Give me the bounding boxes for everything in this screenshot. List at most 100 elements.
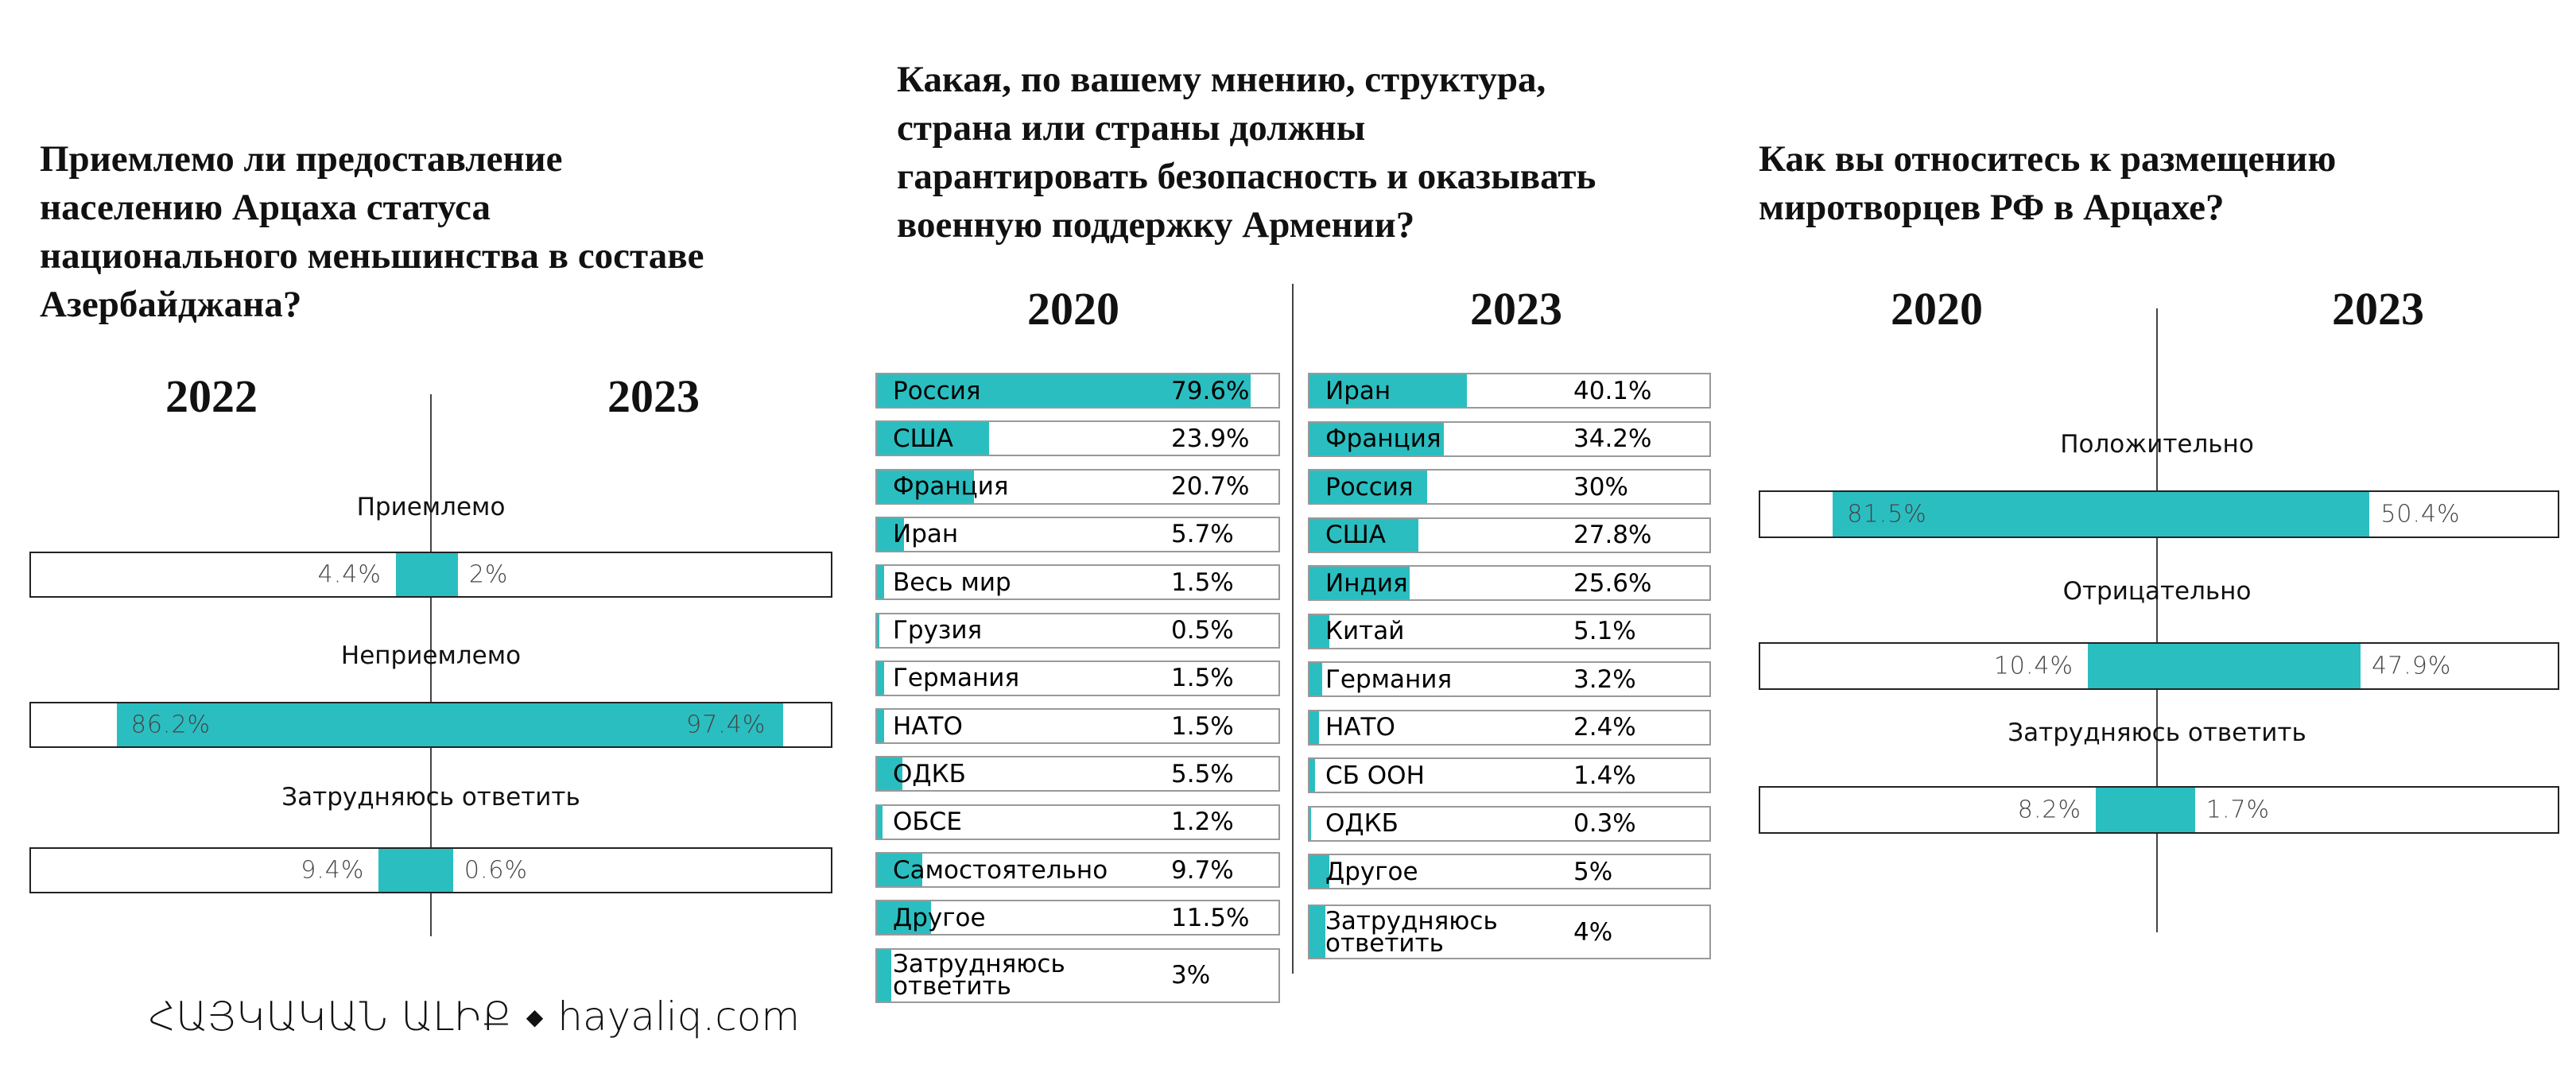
value-label: 1.5%	[1171, 567, 1234, 597]
bar-fill	[877, 374, 1251, 407]
bar-row: ОДКБ 0.3%	[1308, 805, 1711, 842]
value-label: 5.7%	[1171, 520, 1234, 549]
chart-title-line: населению Арцаха статуса	[40, 187, 491, 228]
bar-fill	[1309, 374, 1467, 407]
year-label: 2023	[607, 370, 700, 422]
bar-left	[116, 703, 431, 746]
bar-row: Затрудняюсь ответить 3%	[875, 947, 1280, 1003]
category-label: Неприемлемо	[340, 641, 522, 670]
value-label: 79.6%	[1171, 376, 1250, 405]
bar-fill	[1309, 663, 1322, 695]
bar-fill	[877, 517, 904, 551]
category-label: Затрудняюсь ответить	[1325, 906, 1498, 958]
year-label: 2023	[1470, 283, 1562, 335]
chart-title-line: Какая, по вашему мнению, структура,	[897, 59, 1546, 100]
bar-track: 4.4% 2%	[29, 552, 832, 598]
bar-fill	[877, 661, 884, 695]
footer-logo: ՀԱՅԿԱԿԱՆ ԱԼԻՔ ◆ hayaliq.com	[149, 994, 800, 1040]
category-label: ОДКБ	[1325, 809, 1399, 838]
bar-fill	[1309, 855, 1329, 888]
value-label-left: 9.4%	[301, 856, 365, 885]
category-label: Россия	[1325, 472, 1414, 502]
value-label-left: 86.2%	[130, 711, 211, 739]
value-label: 3%	[1171, 961, 1211, 990]
bar-fill	[877, 470, 975, 503]
chart-title-line: национального меньшинства в составе	[40, 235, 704, 277]
value-label-right: 2%	[468, 560, 509, 589]
category-label: Затрудняюсь ответить	[893, 950, 1065, 1001]
bar-fill	[877, 566, 884, 599]
value-label: 1.5%	[1171, 711, 1234, 741]
bar-track: 9.4% 0.6%	[29, 847, 832, 893]
bar-right	[2157, 492, 2370, 536]
bar-row: НАТО 2.4%	[1308, 709, 1711, 746]
value-label: 0.3%	[1573, 809, 1636, 838]
value-label: 5.1%	[1573, 617, 1636, 645]
bar-row: Затрудняюсь ответить 4%	[1308, 904, 1711, 959]
bar-fill	[1309, 759, 1315, 792]
bar-right	[431, 849, 453, 892]
category-label: Китай	[1325, 617, 1405, 645]
category-label: Франция	[893, 472, 1009, 502]
year-label: 2023	[2332, 283, 2424, 335]
value-label-left: 8.2%	[2017, 796, 2081, 824]
value-label: 1.2%	[1171, 808, 1234, 837]
chart-title-line: Азербайджана?	[40, 284, 302, 325]
bar-fill	[1309, 807, 1311, 840]
value-label: 1.4%	[1573, 761, 1636, 790]
category-label: НАТО	[1325, 713, 1395, 742]
bar-fill	[877, 805, 883, 839]
site-url[interactable]: hayaliq.com	[557, 994, 801, 1040]
category-label: Другое	[1325, 857, 1418, 886]
bar-row: Иран 40.1%	[1308, 373, 1711, 409]
bar-row: Другое 5%	[1308, 854, 1711, 889]
bar-row: Другое 11.5%	[875, 900, 1280, 936]
bar-left	[395, 553, 431, 596]
bar-row: Россия 79.6%	[875, 373, 1280, 409]
bar-fill	[877, 710, 884, 743]
value-label: 2.4%	[1573, 713, 1636, 742]
panel-divider-line	[1292, 284, 1294, 974]
category-label: Положительно	[2060, 430, 2254, 459]
diamond-separator-icon: ◆	[526, 1003, 544, 1030]
value-label: 11.5%	[1171, 903, 1250, 932]
category-label: США	[893, 424, 954, 453]
bar-fill	[1309, 422, 1444, 455]
value-label: 30%	[1573, 472, 1628, 502]
value-label-left: 10.4%	[1993, 652, 2074, 680]
value-label: 0.5%	[1171, 616, 1234, 645]
bar-row: Самостоятельно 9.7%	[875, 852, 1280, 888]
category-label: Грузия	[893, 616, 983, 645]
bar-row: Франция 20.7%	[875, 468, 1280, 505]
category-label: Отрицательно	[2062, 577, 2252, 606]
category-label: СБ ООН	[1325, 761, 1425, 790]
bar-fill	[877, 949, 891, 1001]
bar-fill	[877, 854, 923, 886]
value-label: 3.2%	[1573, 664, 1636, 694]
category-label: Затрудняюсь ответить	[281, 783, 580, 812]
chart-title: Приемлемо ли предоставление населению Арц…	[40, 135, 704, 329]
bar-left	[2095, 788, 2157, 832]
bar-right	[2157, 788, 2195, 832]
value-label: 23.9%	[1171, 424, 1250, 453]
value-label: 9.7%	[1171, 855, 1234, 885]
bar-fill	[877, 614, 879, 647]
bar-left	[378, 849, 431, 892]
bar-fill	[1309, 906, 1325, 958]
bar-row: Китай 5.1%	[1308, 613, 1711, 649]
chart-title-line: гарантировать безопасность и оказывать	[897, 156, 1596, 197]
bar-row: США 23.9%	[875, 420, 1280, 457]
value-label: 5.5%	[1171, 759, 1234, 788]
bar-row: Весь мир 1.5%	[875, 564, 1280, 601]
bar-fill	[877, 901, 931, 935]
value-label: 40.1%	[1573, 376, 1652, 405]
chart-title-line: страна или страны должны	[897, 107, 1366, 149]
bar-fill	[1309, 518, 1419, 552]
value-label-right: 97.4%	[686, 711, 766, 739]
bar-row: Германия 1.5%	[875, 660, 1280, 696]
bar-track: 86.2% 97.4%	[29, 702, 832, 748]
category-label: Иран	[1325, 376, 1391, 405]
bar-row: Грузия 0.5%	[875, 612, 1280, 649]
category-label: Приемлемо	[356, 493, 506, 521]
value-label: 20.7%	[1171, 472, 1250, 502]
